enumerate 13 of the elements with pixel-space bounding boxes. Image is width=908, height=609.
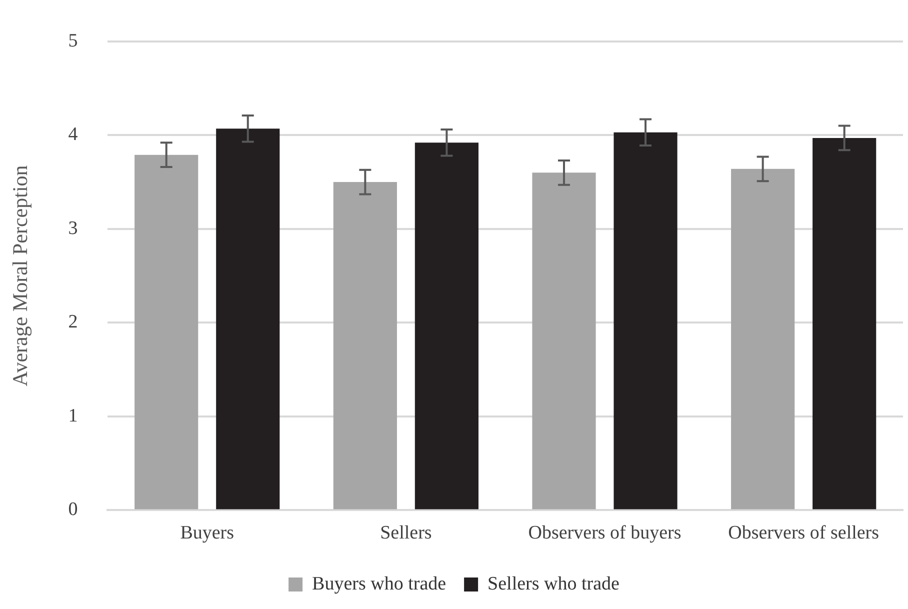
y-tick-label: 2: [68, 312, 78, 333]
y-tick-label: 5: [68, 30, 78, 52]
y-tick-label: 0: [68, 499, 78, 520]
y-tick-label: 4: [68, 124, 78, 146]
legend-label: Sellers who trade: [488, 573, 620, 594]
y-tick-label: 3: [68, 218, 78, 239]
x-tick-label: Sellers: [380, 522, 432, 544]
legend-label: Buyers who trade: [312, 573, 446, 594]
y-tick-label: 1: [68, 405, 78, 426]
x-tick-label: Buyers: [180, 522, 234, 544]
x-tick-label: Observers of buyers: [528, 522, 682, 544]
y-axis-title: Average Moral Perception: [8, 164, 32, 386]
x-tick-label: Observers of sellers: [728, 522, 880, 544]
